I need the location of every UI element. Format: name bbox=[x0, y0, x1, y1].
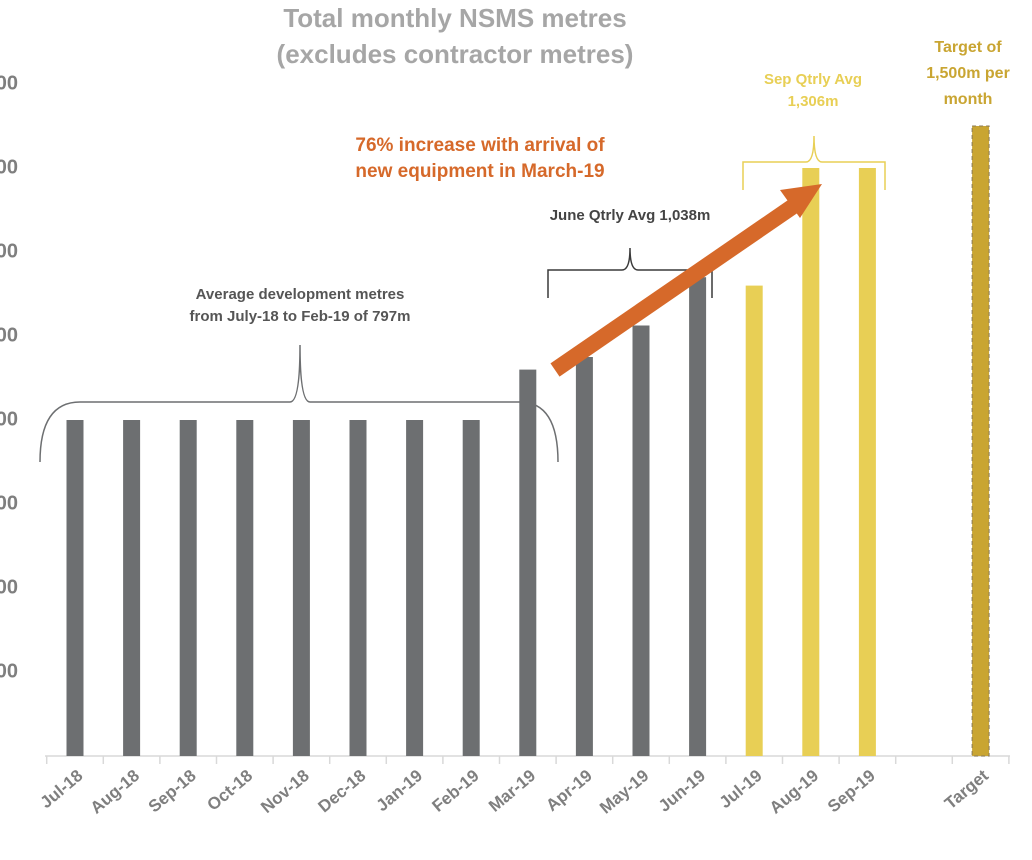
bar bbox=[519, 369, 537, 756]
x-tick-label: Jul-19 bbox=[716, 766, 766, 812]
x-tick-label: May-19 bbox=[596, 766, 652, 818]
annotation: 1,500m per bbox=[926, 65, 1010, 82]
x-tick-label: Feb-19 bbox=[428, 766, 482, 816]
y-tick-label: 400 bbox=[0, 576, 18, 598]
x-tick-label: Sep-18 bbox=[145, 766, 200, 816]
y-tick-label: 1600 bbox=[0, 72, 18, 94]
x-tick-label: Mar-19 bbox=[485, 766, 539, 816]
x-tick-label: Jun-19 bbox=[655, 766, 709, 816]
bar bbox=[858, 168, 876, 756]
y-tick-label: 800 bbox=[0, 408, 18, 430]
bar bbox=[971, 125, 990, 757]
bar bbox=[802, 168, 820, 756]
annotation: June Qtrly Avg 1,038m bbox=[550, 207, 711, 224]
x-tick-label: Sep-19 bbox=[824, 766, 879, 816]
x-tick-label: Oct-18 bbox=[204, 766, 257, 815]
bar bbox=[575, 357, 593, 756]
annotation: from July-18 to Feb-19 of 797m bbox=[190, 308, 411, 325]
x-tick-label: Nov-18 bbox=[257, 766, 313, 817]
y-tick-label: 1400 bbox=[0, 156, 18, 178]
x-tick-label: Aug-19 bbox=[766, 766, 822, 818]
bar bbox=[292, 420, 310, 756]
x-tick-label: Target bbox=[941, 766, 992, 813]
bracket bbox=[547, 247, 713, 298]
bar bbox=[123, 420, 141, 756]
annotation: 76% increase with arrival of bbox=[355, 135, 605, 156]
annotation: Sep Qtrly Avg bbox=[764, 71, 862, 88]
bar bbox=[66, 420, 84, 756]
annotation: Average development metres bbox=[196, 286, 405, 303]
bracket bbox=[742, 135, 886, 190]
x-tick-label: Aug-18 bbox=[87, 766, 143, 818]
y-tick-label: 1200 bbox=[0, 240, 18, 262]
x-tick-label: Apr-19 bbox=[542, 766, 595, 815]
x-tick-label: Jan-19 bbox=[373, 766, 426, 815]
annotation: new equipment in March-19 bbox=[355, 161, 604, 182]
annotation: Target of bbox=[934, 39, 1002, 56]
bar bbox=[236, 420, 254, 756]
y-tick-label: 1000 bbox=[0, 324, 18, 346]
annotation: month bbox=[944, 91, 993, 108]
bar bbox=[179, 420, 197, 756]
chart-subtitle: (excludes contractor metres) bbox=[277, 39, 634, 69]
x-tick-label: Dec-18 bbox=[315, 766, 370, 816]
bar bbox=[689, 277, 707, 756]
bar bbox=[406, 420, 424, 756]
y-tick-label: 600 bbox=[0, 492, 18, 514]
bar bbox=[349, 420, 367, 756]
chart-title: Total monthly NSMS metres bbox=[283, 3, 626, 33]
bracket bbox=[39, 344, 559, 463]
x-tick-label: Jul-18 bbox=[37, 766, 87, 812]
bar bbox=[745, 285, 763, 756]
bar bbox=[632, 325, 650, 756]
bar bbox=[462, 420, 480, 756]
arrow-head bbox=[780, 184, 822, 218]
y-tick-label: 200 bbox=[0, 660, 18, 682]
arrow bbox=[550, 198, 800, 377]
annotation: 1,306m bbox=[788, 93, 839, 110]
